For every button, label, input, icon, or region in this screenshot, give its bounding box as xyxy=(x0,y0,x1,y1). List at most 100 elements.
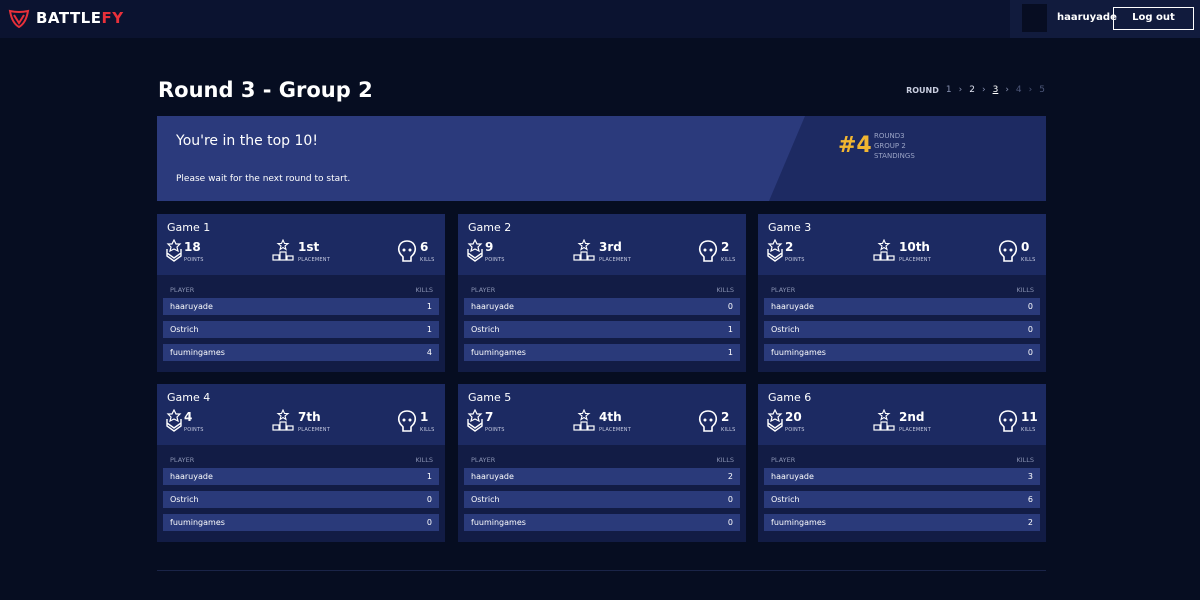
player-kills: 1 xyxy=(727,348,733,357)
player-row: Ostrich 0 xyxy=(764,321,1040,338)
column-header: PLAYER xyxy=(170,456,195,464)
points-value: 9 xyxy=(485,240,494,254)
player-row: haaruyade 0 xyxy=(764,298,1040,315)
column-header: KILLS xyxy=(716,456,734,464)
brand-text: BATTLE xyxy=(36,9,102,27)
placement-icon xyxy=(873,408,895,435)
player-row: Ostrich 1 xyxy=(464,321,740,338)
column-header: PLAYER xyxy=(771,286,796,294)
column-header: PLAYER xyxy=(771,456,796,464)
rank-line: ROUND3 xyxy=(874,132,905,140)
card-header xyxy=(758,214,1046,275)
game-card: Game 4 4 POINTS 7th PLACEMENT 1 KILLS PLAYER KIL… xyxy=(157,384,445,542)
player-kills: 0 xyxy=(1027,325,1033,334)
game-card: Game 2 9 POINTS 3rd PLACEMENT 2 KILLS PLAYER KIL… xyxy=(458,214,746,372)
player-row: fuumingames 0 xyxy=(464,514,740,531)
column-header: KILLS xyxy=(716,286,734,294)
column-header: KILLS xyxy=(415,456,433,464)
placement-value: 4th xyxy=(599,410,622,424)
game-card: Game 6 20 POINTS 2nd PLACEMENT 11 KILLS PLAYER K… xyxy=(758,384,1046,542)
round-link[interactable]: 3 xyxy=(992,85,999,95)
kills-icon xyxy=(397,409,417,437)
round-link[interactable]: 1 xyxy=(945,85,952,95)
points-value: 20 xyxy=(785,410,802,424)
rank-info: ROUND3 GROUP 2 STANDINGS xyxy=(874,131,915,161)
points-value: 18 xyxy=(184,240,201,254)
player-name: haaruyade xyxy=(471,472,514,481)
card-header xyxy=(758,384,1046,445)
game-card: Game 5 7 POINTS 4th PLACEMENT 2 KILLS PLAYER KIL… xyxy=(458,384,746,542)
player-name: fuumingames xyxy=(771,348,826,357)
player-name: Ostrich xyxy=(471,325,500,334)
logout-button[interactable]: Log out xyxy=(1113,7,1194,30)
points-value: 2 xyxy=(785,240,794,254)
points-icon xyxy=(766,238,784,267)
avatar[interactable] xyxy=(1022,4,1047,32)
kills-label: KILLS xyxy=(1021,257,1036,263)
placement-icon xyxy=(873,238,895,265)
placement-value: 10th xyxy=(899,240,930,254)
round-link[interactable]: 5 xyxy=(1039,85,1045,95)
placement-label: PLACEMENT xyxy=(899,257,931,263)
player-row: Ostrich 1 xyxy=(163,321,439,338)
column-header: KILLS xyxy=(1016,456,1034,464)
kills-value: 1 xyxy=(420,410,429,424)
column-header: KILLS xyxy=(1016,286,1034,294)
column-header: KILLS xyxy=(415,286,433,294)
points-icon xyxy=(766,408,784,437)
page-title: Round 3 - Group 2 xyxy=(158,78,373,102)
placement-icon xyxy=(272,408,294,435)
player-kills: 0 xyxy=(1027,348,1033,357)
placement-icon xyxy=(573,408,595,435)
kills-value: 6 xyxy=(420,240,429,254)
username[interactable]: haaruyade xyxy=(1057,12,1117,23)
rank: #4 xyxy=(838,133,872,158)
player-kills: 3 xyxy=(1027,472,1033,481)
card-header xyxy=(157,384,445,445)
player-kills: 0 xyxy=(727,495,733,504)
game-title: Game 6 xyxy=(768,391,812,404)
player-kills: 1 xyxy=(727,325,733,334)
points-label: POINTS xyxy=(184,257,204,263)
kills-icon xyxy=(998,409,1018,437)
top-bar xyxy=(0,0,1200,38)
player-row: fuumingames 4 xyxy=(163,344,439,361)
player-kills: 0 xyxy=(426,518,432,527)
placement-icon xyxy=(573,238,595,265)
kills-label: KILLS xyxy=(420,427,435,433)
placement-label: PLACEMENT xyxy=(599,257,631,263)
player-kills: 6 xyxy=(1027,495,1033,504)
points-label: POINTS xyxy=(184,427,204,433)
player-name: haaruyade xyxy=(771,302,814,311)
player-kills: 0 xyxy=(1027,302,1033,311)
player-row: Ostrich 6 xyxy=(764,491,1040,508)
player-name: Ostrich xyxy=(170,325,199,334)
round-link[interactable]: 4 xyxy=(1015,85,1022,95)
points-label: POINTS xyxy=(485,427,505,433)
points-icon xyxy=(165,238,183,267)
points-value: 7 xyxy=(485,410,494,424)
game-title: Game 4 xyxy=(167,391,211,404)
player-kills: 0 xyxy=(426,495,432,504)
chevron: › xyxy=(981,85,986,95)
logo-icon xyxy=(8,9,30,29)
player-row: Ostrich 0 xyxy=(163,491,439,508)
player-kills: 4 xyxy=(426,348,432,357)
points-icon xyxy=(165,408,183,437)
player-row: haaruyade 1 xyxy=(163,298,439,315)
player-kills: 2 xyxy=(727,472,733,481)
banner-message: Please wait for the next round to start. xyxy=(176,174,351,184)
player-name: fuumingames xyxy=(771,518,826,527)
kills-icon xyxy=(397,239,417,267)
chevron: › xyxy=(1005,85,1009,95)
banner: You're in the top 10! Please wait for th… xyxy=(157,116,1046,201)
player-row: Ostrich 0 xyxy=(464,491,740,508)
round-link[interactable]: 2 xyxy=(969,85,975,95)
player-name: fuumingames xyxy=(471,348,526,357)
kills-label: KILLS xyxy=(721,427,736,433)
placement-value: 7th xyxy=(298,410,321,424)
kills-label: KILLS xyxy=(420,257,435,263)
kills-value: 2 xyxy=(721,240,730,254)
